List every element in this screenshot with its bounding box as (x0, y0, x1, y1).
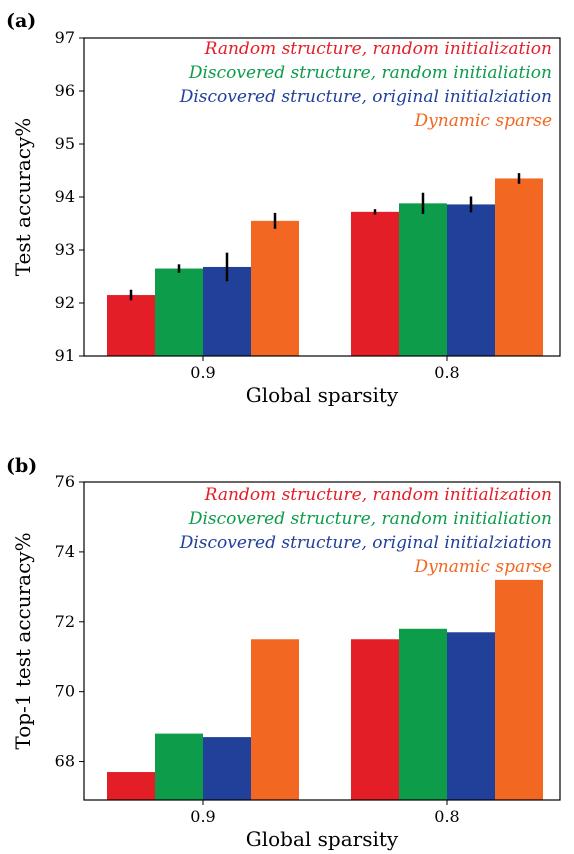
y-tick-label: 96 (55, 81, 75, 100)
bar (399, 203, 447, 356)
y-tick-label: 72 (55, 612, 75, 631)
y-tick-label: 68 (55, 752, 75, 771)
bar (251, 639, 299, 800)
panel-b: (b) 68 70 72 74 76 0.9 0.8 Global sparsity Top-1 … (6, 455, 561, 851)
bar (203, 737, 251, 800)
bar (155, 268, 203, 356)
x-tick-label: 0.9 (190, 807, 215, 826)
y-tick-label: 91 (55, 346, 75, 365)
y-tick-label: 95 (55, 134, 75, 153)
legend-entry: Dynamic sparse (414, 557, 552, 577)
bar (399, 628, 447, 800)
y-tick-label: 70 (55, 682, 75, 701)
legend-entry: Discovered structure, random initialiati… (188, 509, 552, 529)
legend-entry: Discovered structure, random initialiati… (188, 63, 552, 83)
panel-label: (b) (6, 455, 37, 477)
panel-a: (a) 91 92 93 94 95 96 97 0.9 0.8 Global sparsity Te… (6, 10, 561, 407)
y-tick-label: 97 (55, 28, 75, 47)
axes-frame (83, 481, 561, 801)
bar (155, 733, 203, 800)
y-tick-label: 93 (55, 240, 75, 259)
x-axis-title: Global sparsity (246, 827, 399, 851)
bar (107, 295, 155, 356)
bar (351, 211, 399, 356)
y-axis-title: Test accuracy% (11, 118, 35, 276)
legend-entry: Random structure, random initialization (204, 485, 552, 505)
y-tick-label: 76 (55, 472, 75, 491)
x-tick-label: 0.8 (434, 363, 459, 382)
legend-entry: Discovered structure, original initialzi… (179, 533, 552, 553)
panel-label: (a) (6, 10, 36, 32)
legend-entry: Random structure, random initialization (204, 39, 552, 59)
bar (495, 178, 543, 356)
legend-entry: Dynamic sparse (414, 111, 552, 131)
x-tick-label: 0.9 (190, 363, 215, 382)
bar (447, 632, 495, 800)
y-tick-label: 74 (55, 542, 75, 561)
y-tick-label: 94 (55, 187, 75, 206)
bar (251, 220, 299, 356)
bar (351, 639, 399, 800)
y-axis-title: Top-1 test accuracy% (11, 532, 35, 749)
bar (203, 266, 251, 356)
x-axis-title: Global sparsity (246, 383, 399, 407)
legend-entry: Discovered structure, original initialzi… (179, 87, 552, 107)
bar (495, 579, 543, 800)
bar (447, 204, 495, 356)
bar (107, 772, 155, 800)
x-tick-label: 0.8 (434, 807, 459, 826)
y-tick-label: 92 (55, 293, 75, 312)
